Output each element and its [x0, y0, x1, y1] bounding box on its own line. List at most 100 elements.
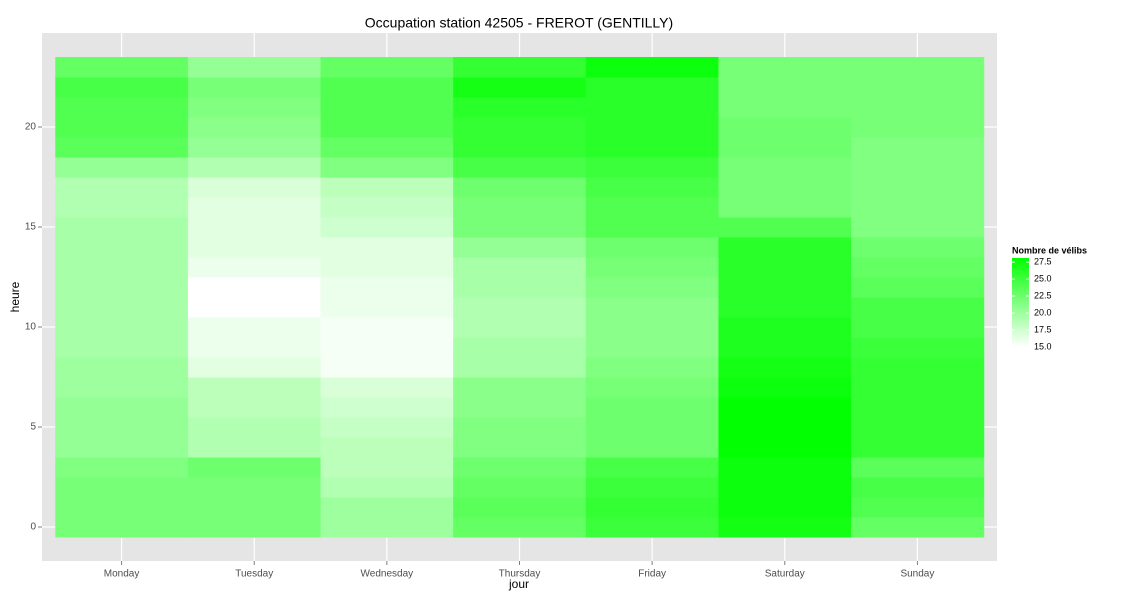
- colorbar: [1012, 258, 1029, 347]
- legend-title: Nombre de vélibs: [1012, 245, 1087, 255]
- heat-cell: [851, 177, 985, 198]
- heat-cell: [187, 237, 322, 258]
- y-tick-label: 10: [25, 322, 37, 333]
- heat-cell: [320, 197, 454, 218]
- heat-cell: [851, 77, 985, 98]
- heat-cell: [718, 377, 852, 398]
- heat-cell: [320, 177, 454, 198]
- heat-cell: [187, 437, 322, 458]
- heat-cell: [585, 237, 719, 258]
- heat-cell: [453, 137, 587, 158]
- heat-cell: [187, 477, 322, 498]
- heat-cell: [55, 77, 189, 98]
- heat-cell: [718, 237, 852, 258]
- heat-cell: [851, 337, 985, 358]
- heat-cell: [55, 457, 189, 478]
- heat-cell: [187, 257, 322, 278]
- x-tick-label: Saturday: [765, 569, 805, 580]
- heat-cell: [585, 257, 719, 278]
- heat-cell: [320, 497, 454, 518]
- heat-cell: [55, 377, 189, 398]
- heat-cell: [851, 517, 985, 538]
- heat-cell: [187, 57, 322, 78]
- heat-cell: [320, 117, 454, 138]
- heat-cell: [320, 477, 454, 498]
- heat-cell: [585, 117, 719, 138]
- heat-cell: [320, 237, 454, 258]
- heat-cell: [453, 477, 587, 498]
- y-tick-label: 20: [25, 122, 37, 133]
- heat-cell: [851, 117, 985, 138]
- heat-cell: [187, 337, 322, 358]
- heat-cell: [851, 57, 985, 78]
- heat-cell: [585, 77, 719, 98]
- heat-cell: [718, 297, 852, 318]
- y-tick-label: 15: [25, 222, 37, 233]
- heat-cell: [585, 277, 719, 298]
- heat-cell: [851, 477, 985, 498]
- heat-cell: [55, 417, 189, 438]
- heat-cell: [55, 257, 189, 278]
- heat-cell: [585, 477, 719, 498]
- heat-cell: [718, 157, 852, 178]
- heat-cell: [187, 297, 322, 318]
- heat-cell: [187, 97, 322, 118]
- heat-cell: [453, 457, 587, 478]
- heat-cell: [851, 497, 985, 518]
- heat-cell: [55, 57, 189, 78]
- heat-cell: [320, 57, 454, 78]
- heat-cell: [55, 217, 189, 238]
- x-tick-label: Thursday: [499, 569, 541, 580]
- heat-cell: [320, 317, 454, 338]
- heat-cell: [187, 497, 322, 518]
- heat-cell: [718, 217, 852, 238]
- heat-cell: [187, 157, 322, 178]
- heat-cell: [718, 337, 852, 358]
- heat-cell: [585, 137, 719, 158]
- heat-cell: [851, 297, 985, 318]
- heat-cell: [453, 237, 587, 258]
- x-tick-label: Friday: [638, 569, 666, 580]
- heat-cell: [453, 277, 587, 298]
- heat-cell: [453, 497, 587, 518]
- heat-cell: [187, 77, 322, 98]
- heat-cell: [585, 437, 719, 458]
- heat-cell: [851, 397, 985, 418]
- heat-cell: [55, 117, 189, 138]
- heat-cell: [55, 277, 189, 298]
- heat-cell: [453, 417, 587, 438]
- heat-cell: [453, 357, 587, 378]
- heat-cell: [187, 177, 322, 198]
- heat-cell: [453, 517, 587, 538]
- heat-cell: [453, 97, 587, 118]
- y-tick-label: 0: [30, 522, 36, 533]
- heat-cell: [718, 117, 852, 138]
- heat-cell: [453, 377, 587, 398]
- heat-cell: [320, 357, 454, 378]
- heat-cell: [585, 337, 719, 358]
- heat-cell: [718, 77, 852, 98]
- heat-cell: [55, 157, 189, 178]
- heat-cell: [55, 237, 189, 258]
- heat-cell: [320, 377, 454, 398]
- heat-cell: [718, 277, 852, 298]
- heat-cell: [585, 497, 719, 518]
- heat-cell: [453, 57, 587, 78]
- heat-cell: [187, 277, 322, 298]
- heat-cell: [718, 437, 852, 458]
- y-axis-label: heure: [8, 281, 22, 312]
- y-tick-label: 5: [30, 422, 36, 433]
- heat-cell: [55, 297, 189, 318]
- heat-cell: [55, 97, 189, 118]
- heat-cell: [718, 97, 852, 118]
- heat-cell: [453, 337, 587, 358]
- colorbar-label: 22.5: [1034, 290, 1052, 300]
- heat-cell: [55, 477, 189, 498]
- heat-cell: [453, 157, 587, 178]
- heat-cell: [187, 397, 322, 418]
- heat-cell: [453, 77, 587, 98]
- heat-cell: [453, 117, 587, 138]
- heat-cell: [453, 217, 587, 238]
- heat-cell: [55, 137, 189, 158]
